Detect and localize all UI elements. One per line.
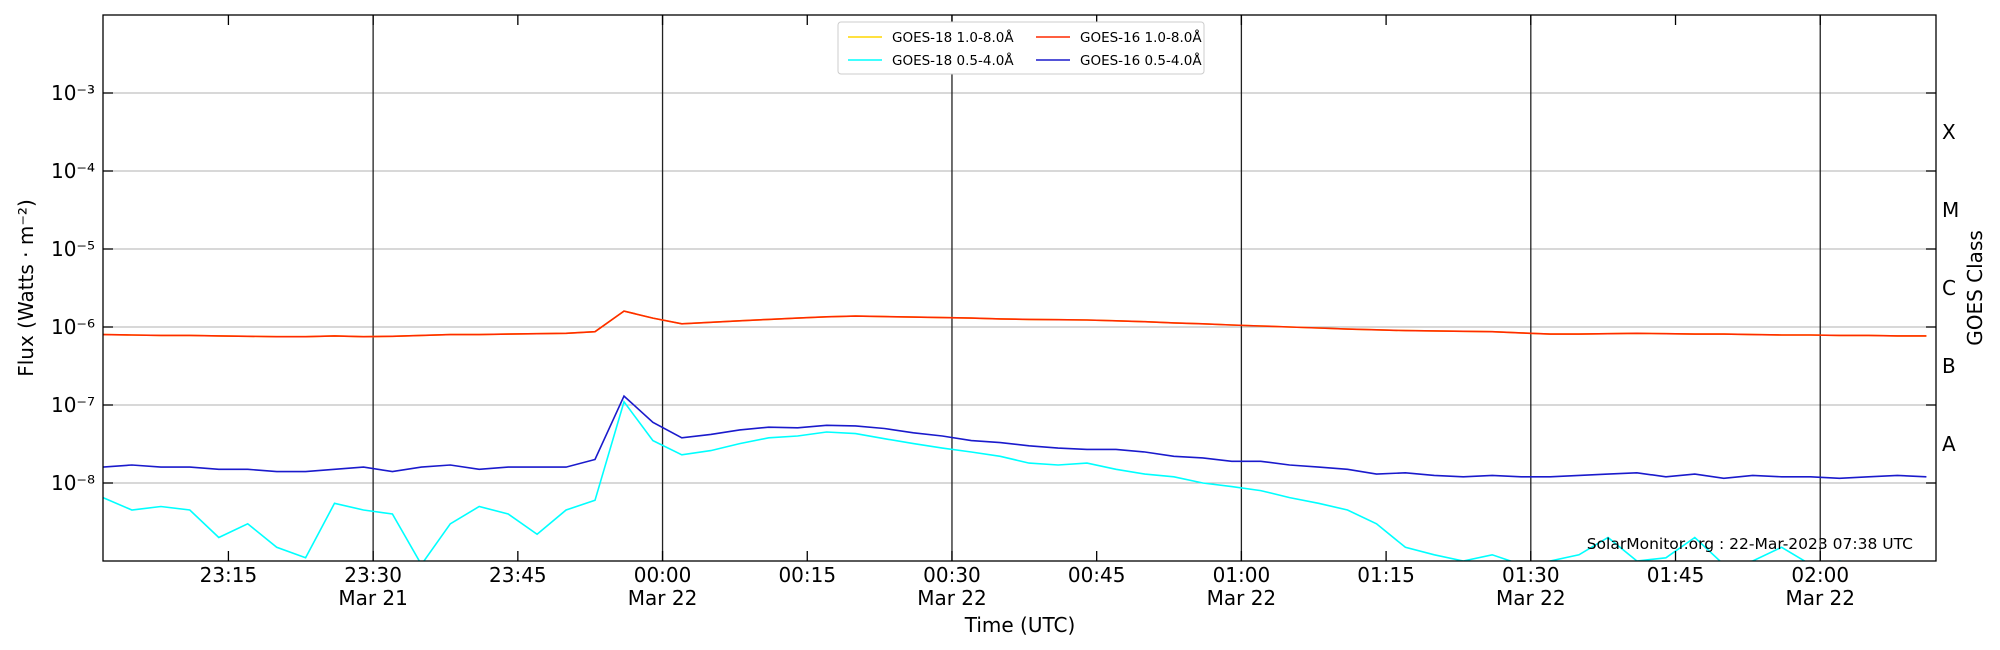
series-line — [103, 400, 1846, 561]
series-line — [103, 394, 1927, 480]
y-tick-label: 10⁻⁷ — [51, 393, 95, 417]
x-tick-date: Mar 22 — [1785, 586, 1855, 610]
x-tick-label: 01:30 — [1502, 563, 1560, 587]
goes-class-label: B — [1942, 354, 1956, 378]
y-tick-label: 10⁻⁸ — [51, 471, 95, 495]
plot-lines — [103, 310, 1927, 561]
goes-class-label: M — [1942, 198, 1959, 222]
legend-box — [837, 21, 1205, 75]
legend: GOES-18 1.0-8.0Å GOES-18 0.5-4.0Å GOES-16 … — [837, 21, 1205, 75]
x-tick-date: Mar 22 — [917, 586, 987, 610]
x-tick-label: 00:45 — [1068, 563, 1126, 587]
y2-axis-label: GOES Class — [1963, 230, 1987, 346]
y-axis-label: Flux (Watts · m⁻²) — [14, 199, 38, 377]
x-tick-date: Mar 22 — [1207, 586, 1277, 610]
x-tick-label: 00:00 — [634, 563, 692, 587]
x-tick-date: Mar 21 — [338, 586, 408, 610]
y-tick-label: 10⁻³ — [51, 81, 95, 105]
legend-label: GOES-18 0.5-4.0Å — [892, 52, 1014, 69]
plot-frame — [102, 14, 1937, 562]
legend-label: GOES-18 1.0-8.0Å — [892, 29, 1014, 46]
x-tick-label: 01:15 — [1357, 563, 1415, 587]
y-tick-label: 10⁻⁵ — [51, 237, 95, 261]
legend-label: GOES-16 0.5-4.0Å — [1080, 52, 1202, 69]
y-tick-label: 10⁻⁴ — [51, 159, 95, 183]
y-tick-label: 10⁻⁶ — [51, 315, 95, 339]
x-tick-label: 01:00 — [1213, 563, 1271, 587]
goes-class-label: X — [1942, 120, 1956, 144]
goes-class-label: C — [1942, 276, 1956, 300]
grid — [103, 15, 1936, 561]
x-tick-label: 02:00 — [1791, 563, 1849, 587]
annotation: SolarMonitor.org : 22-Mar-2023 07:38 UTC — [1587, 535, 1913, 553]
series-line — [103, 310, 1927, 338]
x-tick-date: Mar 22 — [628, 586, 698, 610]
legend-label: GOES-16 1.0-8.0Å — [1080, 29, 1202, 46]
x-tick-label: 01:45 — [1647, 563, 1705, 587]
x-tick-label: 23:15 — [200, 563, 258, 587]
x-tick-date: Mar 22 — [1496, 586, 1566, 610]
x-axis-label: Time (UTC) — [964, 613, 1076, 637]
x-tick-label: 23:45 — [489, 563, 547, 587]
x-tick-label: 00:30 — [923, 563, 981, 587]
goes-class-label: A — [1942, 432, 1956, 456]
x-tick-label: 00:15 — [778, 563, 836, 587]
x-tick-label: 23:30 — [344, 563, 402, 587]
